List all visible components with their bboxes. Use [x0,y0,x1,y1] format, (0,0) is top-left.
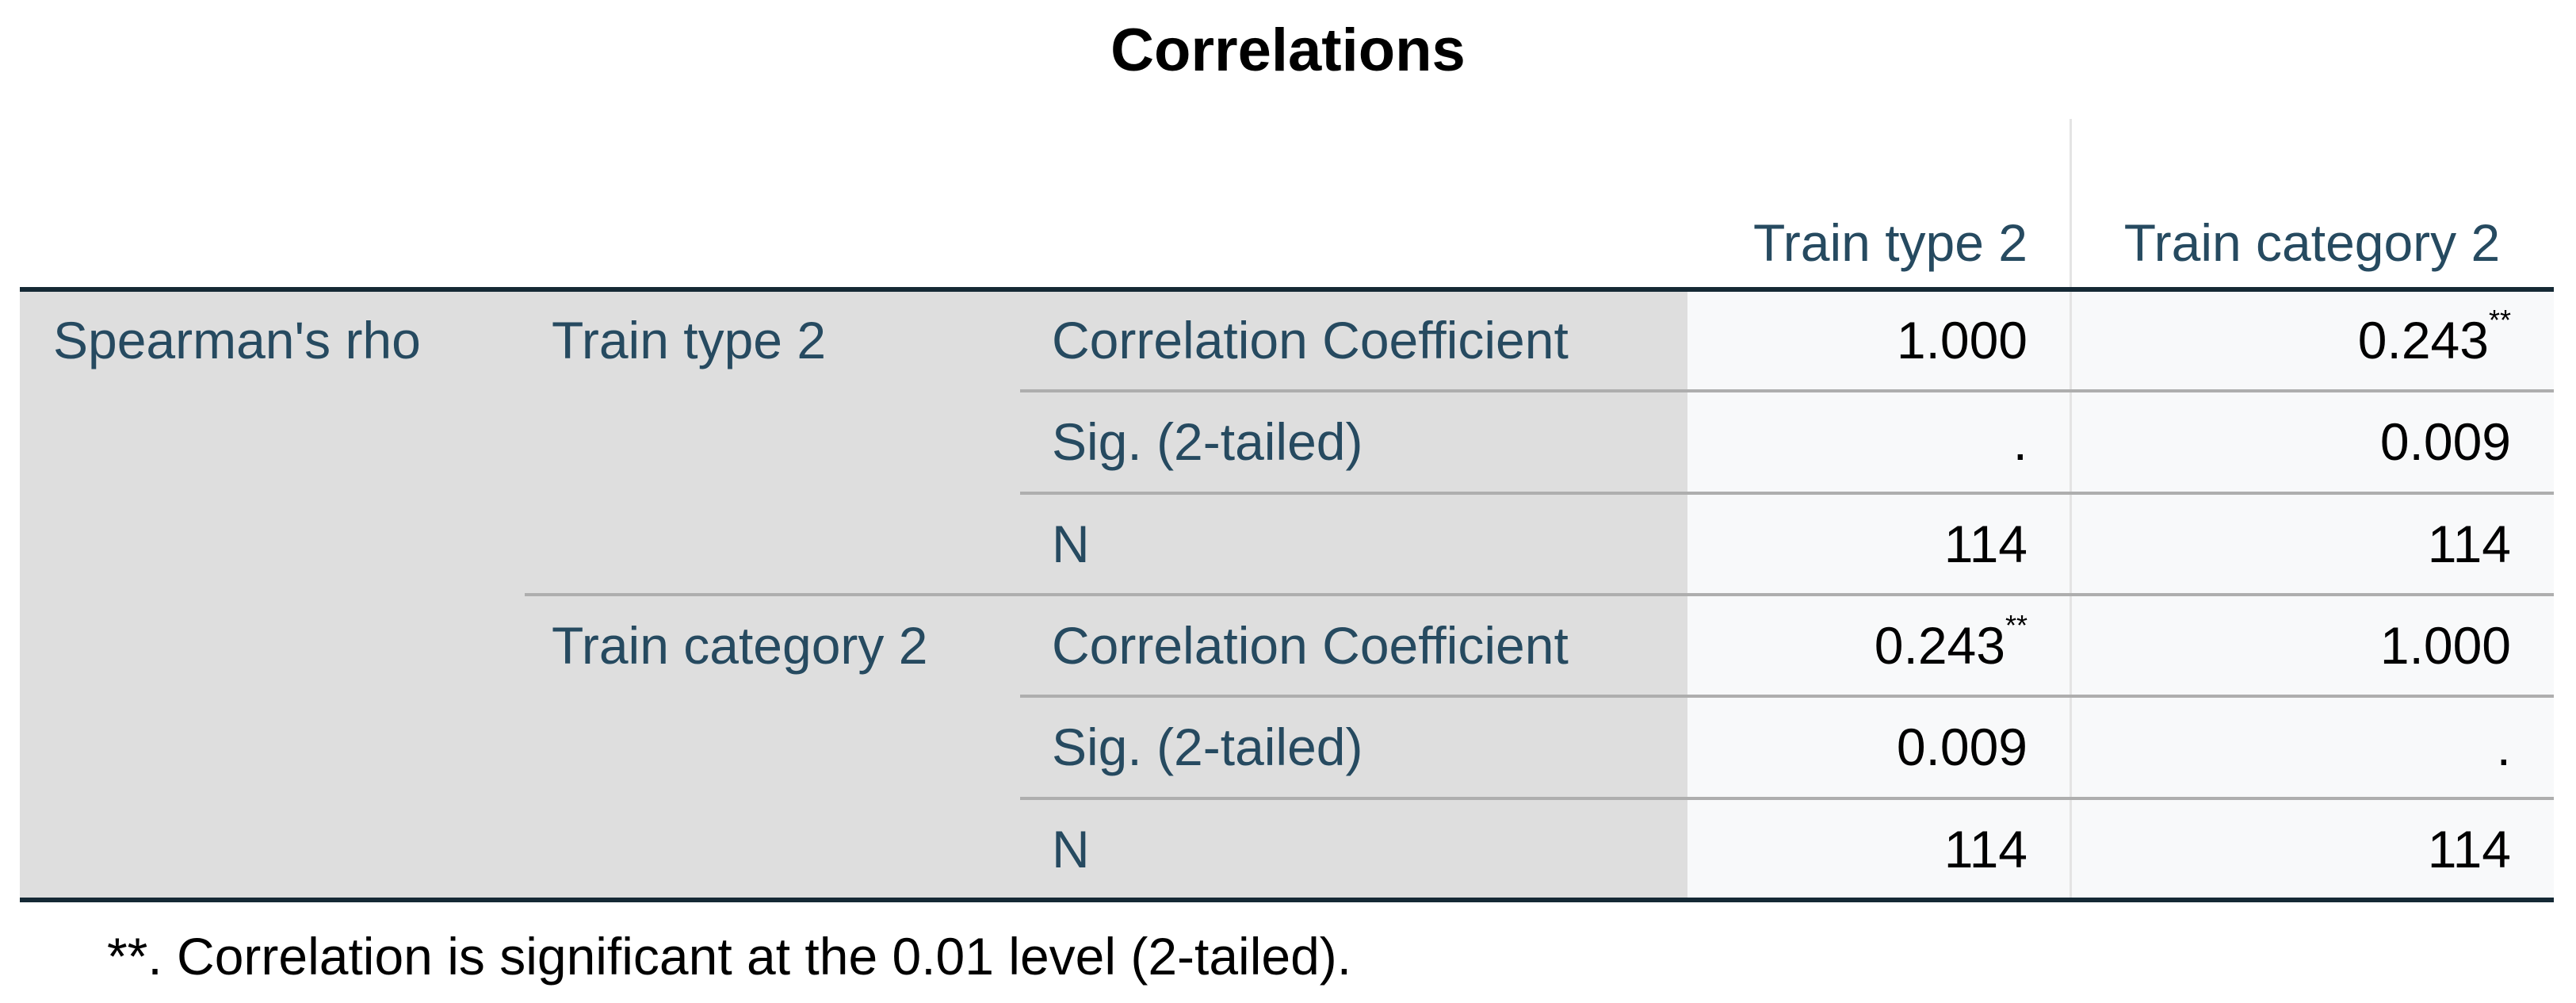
data-cell: 1.000 [2070,595,2554,696]
cell-value: 0.243 [1874,616,2005,676]
data-cell: . [2070,696,2554,798]
group-separator [525,592,2554,596]
row-separator [1020,695,2554,699]
cell-value: 114 [1943,514,2028,573]
cell-value: . [2012,412,2028,472]
data-cell: . [1687,391,2070,492]
cell-value: 1.000 [1896,311,2028,370]
data-cell: 0.009 [1687,696,2070,798]
data-cell: 1.000 [1687,289,2070,391]
row-separator [1020,389,2554,393]
footnote: **. Correlation is significant at the 0.… [107,927,1352,986]
row-variable: Train category 2 [552,616,928,676]
cell-value: 114 [2427,819,2511,879]
row-variable: Train type 2 [552,311,827,370]
column-header: Train type 2 [1752,213,2028,272]
data-cell: 0.009 [2070,391,2554,492]
cell-value: 114 [2427,514,2511,573]
data-cell: 114 [2070,798,2554,900]
header-rule [20,287,2554,292]
statistic-label: N [1052,514,1090,573]
significance-mark: ** [2005,608,2028,641]
data-cell: 0.243 ** [2070,289,2554,391]
significance-mark: ** [2488,304,2511,336]
statistic-label: N [1052,819,1090,879]
cell-value: 1.000 [2379,616,2511,676]
cell-value: 0.009 [1896,718,2028,777]
method-label: Spearman's rho [53,311,421,370]
statistic-label: Sig. (2-tailed) [1052,412,1363,472]
statistic-label: Sig. (2-tailed) [1052,718,1363,777]
row-separator [1020,796,2554,800]
data-cell: 114 [1687,493,2070,595]
data-cell: 114 [2070,493,2554,595]
data-cell: 0.243 ** [1687,595,2070,696]
column-header: Train category 2 [2123,213,2501,272]
cell-value: 114 [1943,819,2028,879]
data-cell: 114 [1687,798,2070,900]
statistic-label: Correlation Coefficient [1052,616,1569,676]
table-title: Correlations [1110,17,1466,84]
row-separator [1020,491,2554,495]
statistic-label: Correlation Coefficient [1052,311,1569,370]
column-divider [2070,119,2072,900]
cell-value: 0.009 [2379,412,2511,472]
cell-value: 0.243 [2357,311,2489,370]
bottom-rule [20,897,2554,902]
cell-value: . [2496,718,2511,777]
